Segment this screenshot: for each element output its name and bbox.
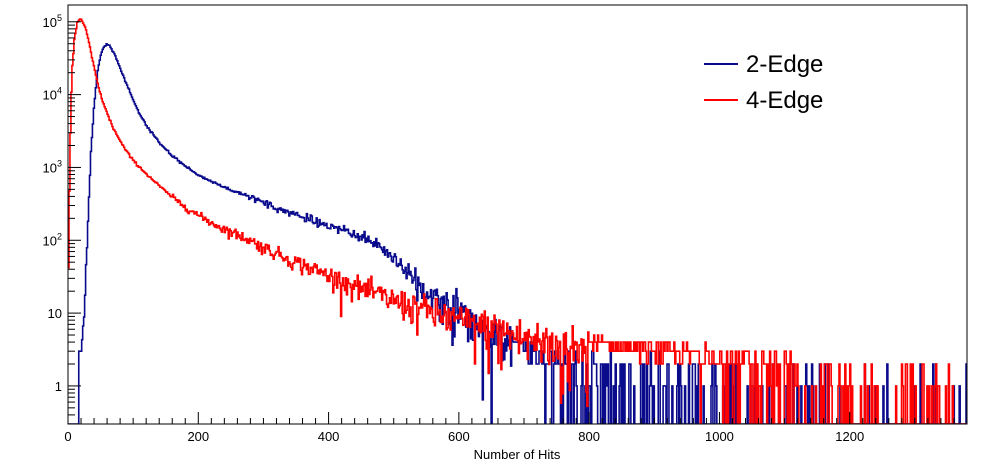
y-tick-label: 105	[43, 13, 62, 30]
x-tick-label: 800	[578, 429, 600, 444]
x-tick-label: 200	[187, 429, 209, 444]
x-tick-label: 0	[64, 429, 71, 444]
plot-frame	[67, 4, 968, 425]
x-tick-label: 400	[318, 429, 340, 444]
y-tick-label: 102	[43, 231, 62, 248]
series-layer	[68, 18, 967, 424]
x-tick-label: 1000	[705, 429, 734, 444]
y-tick-label: 104	[43, 86, 62, 103]
legend-label: 4-Edge	[746, 87, 823, 114]
series-line-2	[68, 18, 967, 424]
x-tick-label: 600	[448, 429, 470, 444]
y-tick-label: 10	[48, 306, 62, 321]
x-tick-label: 1200	[835, 429, 864, 444]
x-axis: 0 200 400 600 800 1000 1200	[64, 412, 968, 444]
x-axis-label: Number of Hits	[474, 447, 561, 462]
legend-label: 2-Edge	[746, 51, 823, 78]
y-tick-label: 1	[55, 379, 62, 394]
series-line-1	[68, 42, 967, 424]
legend: 2-Edge 4-Edge	[704, 51, 823, 114]
y-tick-label: 103	[43, 158, 62, 175]
